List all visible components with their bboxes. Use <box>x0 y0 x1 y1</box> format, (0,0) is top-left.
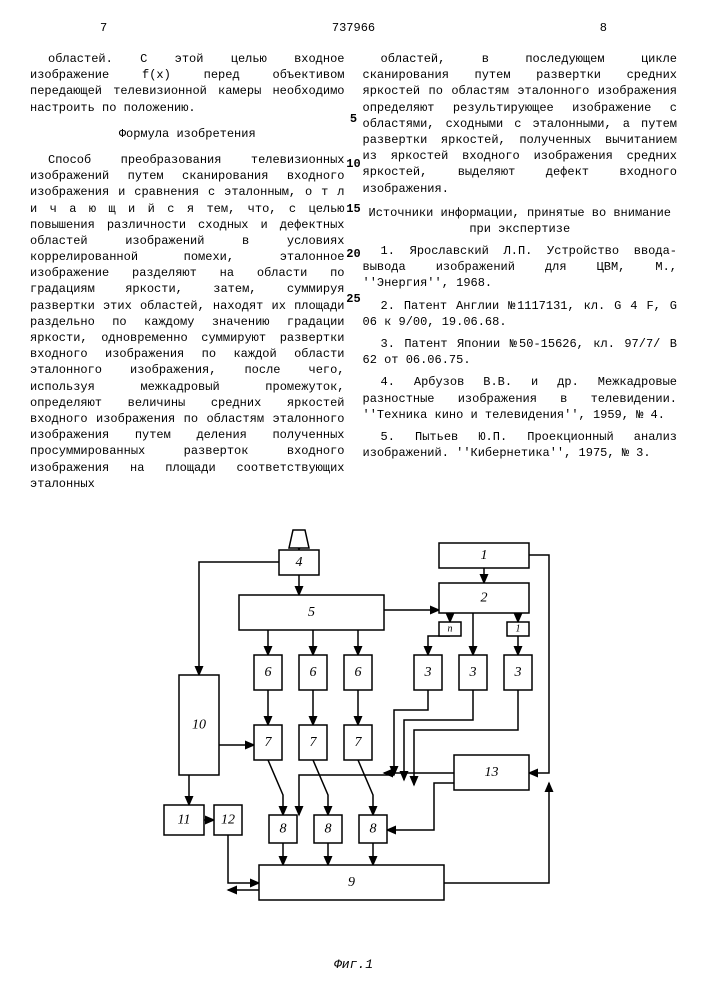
right-para-1: областей, в последующем цикле сканирован… <box>363 51 678 197</box>
diagram-node-7b: 7 <box>299 725 327 760</box>
svg-text:6: 6 <box>309 665 316 680</box>
page-number-right: 8 <box>600 20 607 36</box>
line-number: 25 <box>344 291 364 307</box>
svg-text:13: 13 <box>484 765 498 780</box>
svg-text:1: 1 <box>515 623 520 634</box>
svg-text:8: 8 <box>324 821 331 836</box>
block-diagram: 4125n1666333107771311128889 <box>144 525 564 945</box>
diagram-edge <box>228 835 259 883</box>
diagram-node-13: 13 <box>454 755 529 790</box>
formula-title: Формула изобретения <box>30 126 345 142</box>
diagram-node-3c: 3 <box>504 655 532 690</box>
svg-text:2: 2 <box>480 590 487 605</box>
ref-4: 4. Арбузов В.В. и др. Межкадровые разнос… <box>363 374 678 423</box>
diagram-node-7c: 7 <box>344 725 372 760</box>
figure-label: Фиг.1 <box>30 956 677 974</box>
svg-text:8: 8 <box>279 821 286 836</box>
diagram-node-3b: 3 <box>459 655 487 690</box>
diagram-node-2: 2 <box>439 583 529 613</box>
diagram-node-8a: 8 <box>269 815 297 843</box>
text-columns-wrap: 5 10 15 20 25 областей. С этой целью входное… <box>30 51 677 500</box>
diagram-node-6b: 6 <box>299 655 327 690</box>
ref-3: 3. Патент Японии №50-15626, кл. 97/7/ В … <box>363 336 678 368</box>
svg-text:3: 3 <box>423 665 431 680</box>
svg-text:7: 7 <box>264 735 272 750</box>
diagram-node-cam <box>289 530 309 548</box>
svg-text:10: 10 <box>192 717 206 732</box>
line-number: 10 <box>344 156 364 172</box>
svg-text:3: 3 <box>468 665 476 680</box>
svg-text:n: n <box>447 623 452 634</box>
diagram-edge <box>313 760 328 815</box>
diagram-node-n: n <box>439 622 461 636</box>
ref-5: 5. Пытьев Ю.П. Проекционный анализ изобр… <box>363 429 678 461</box>
page-header: 7 737966 8 <box>30 20 677 36</box>
references: Источники информации, принятые во вниман… <box>363 205 678 462</box>
svg-text:4: 4 <box>295 555 302 570</box>
left-para-2: Способ преобразования телевизионных изоб… <box>30 152 345 492</box>
svg-text:6: 6 <box>354 665 361 680</box>
diagram-edge <box>268 760 283 815</box>
diagram-edge <box>358 760 373 815</box>
diagram-edge <box>394 690 428 775</box>
page-number-left: 7 <box>100 20 107 36</box>
refs-title: Источники информации, принятые во вниман… <box>363 205 678 237</box>
svg-text:5: 5 <box>308 605 315 620</box>
svg-text:7: 7 <box>309 735 317 750</box>
svg-text:1: 1 <box>480 548 487 563</box>
diagram-node-1: 1 <box>439 543 529 568</box>
ref-1: 1. Ярославский Л.П. Устройство ввода-выв… <box>363 243 678 292</box>
diagram-node-7a: 7 <box>254 725 282 760</box>
svg-text:8: 8 <box>369 821 376 836</box>
diagram-node-4: 4 <box>279 550 319 575</box>
diagram-node-5: 5 <box>239 595 384 630</box>
diagram-node-11: 11 <box>164 805 204 835</box>
diagram-node-8b: 8 <box>314 815 342 843</box>
line-number: 5 <box>344 111 364 127</box>
line-number: 15 <box>344 201 364 217</box>
diagram-node-n1: 1 <box>507 622 529 636</box>
diagram-edge <box>299 775 394 815</box>
line-number: 20 <box>344 246 364 262</box>
diagram-edge <box>387 783 454 830</box>
patent-number: 737966 <box>332 20 375 36</box>
diagram-node-8c: 8 <box>359 815 387 843</box>
diagram-node-10: 10 <box>179 675 219 775</box>
diagram-wrap: 4125n1666333107771311128889 Фиг.1 <box>30 525 677 974</box>
right-column: областей, в последующем цикле сканирован… <box>363 51 678 500</box>
svg-text:12: 12 <box>221 812 235 827</box>
left-para-1: областей. С этой целью входное изображен… <box>30 51 345 116</box>
svg-text:11: 11 <box>177 812 190 827</box>
diagram-edge <box>428 636 450 655</box>
svg-text:9: 9 <box>348 875 355 890</box>
diagram-node-6c: 6 <box>344 655 372 690</box>
ref-2: 2. Патент Англии №1117131, кл. G 4 F, G … <box>363 298 678 330</box>
diagram-node-9: 9 <box>259 865 444 900</box>
diagram-edge <box>444 783 549 883</box>
diagram-node-3a: 3 <box>414 655 442 690</box>
left-column: областей. С этой целью входное изображен… <box>30 51 345 500</box>
svg-text:6: 6 <box>264 665 271 680</box>
diagram-node-12: 12 <box>214 805 242 835</box>
svg-text:3: 3 <box>513 665 521 680</box>
diagram-node-6a: 6 <box>254 655 282 690</box>
svg-text:7: 7 <box>354 735 362 750</box>
